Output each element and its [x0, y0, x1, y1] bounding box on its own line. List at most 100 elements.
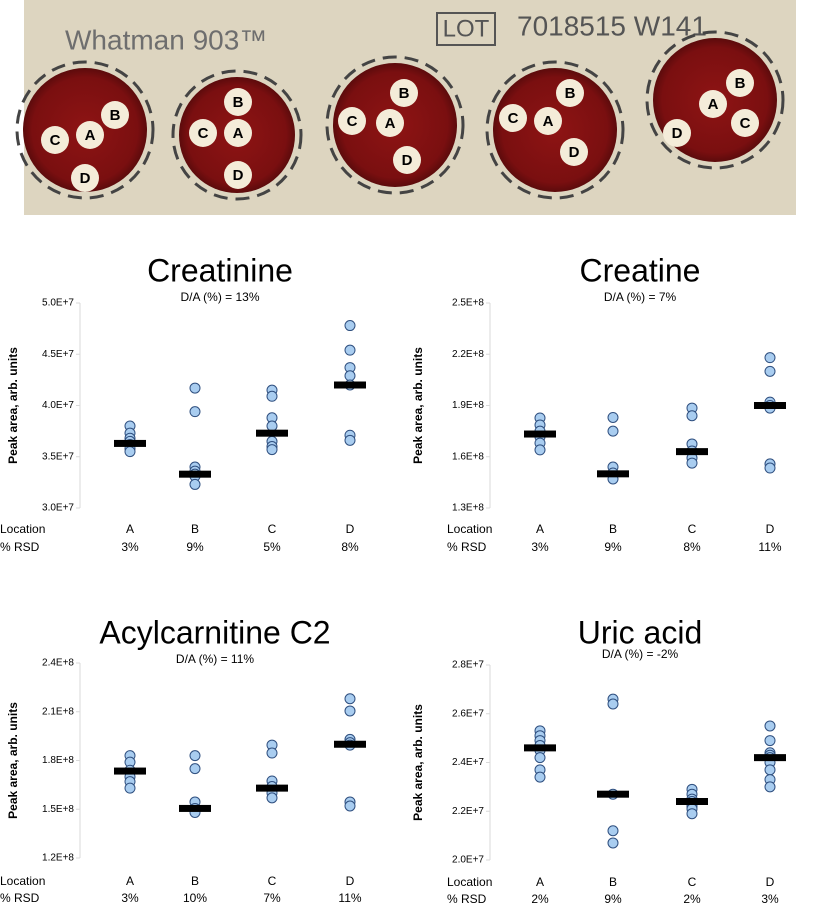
x-tick-label: D: [346, 874, 355, 888]
rsd-label: 2%: [683, 892, 701, 905]
median-bar: [676, 798, 708, 805]
punch-spot: [556, 79, 584, 107]
lot-number: 7018515 W141: [517, 10, 707, 41]
data-point: [764, 720, 776, 732]
row-label: Location: [0, 874, 45, 888]
y-tick-label: 2.1E+8: [42, 706, 74, 717]
y-axis-label: Peak area, arb. units: [6, 347, 20, 464]
chart-subtitle: D/A (%) = 7%: [604, 290, 677, 304]
data-point: [534, 752, 546, 764]
x-tick-label: D: [766, 522, 775, 536]
rsd-label: 5%: [263, 540, 281, 554]
card-outline: [645, 30, 785, 170]
y-axis-label: Peak area, arb. units: [411, 704, 425, 821]
data-point: [764, 781, 776, 793]
y-tick-label: 1.3E+8: [452, 503, 484, 514]
x-tick-label: C: [268, 874, 277, 888]
punch-label: A: [85, 127, 96, 144]
card-outline: [325, 55, 465, 195]
punch-label: D: [569, 144, 580, 161]
y-tick-label: 5.0E+7: [42, 298, 74, 309]
punch-label: A: [708, 96, 719, 113]
punch-label: C: [740, 115, 751, 132]
y-tick-label: 2.4E+7: [452, 757, 484, 768]
row-label: % RSD: [447, 892, 487, 905]
y-tick-label: 2.0E+7: [452, 855, 484, 866]
x-tick-label: B: [609, 875, 617, 889]
brand: Whatman 903™: [65, 24, 267, 55]
y-tick-label: 3.0E+7: [42, 503, 74, 514]
data-point: [189, 382, 201, 394]
punch-spot: [390, 79, 418, 107]
data-point: [686, 410, 698, 422]
punch-label: B: [110, 107, 121, 124]
chart-panel: Creatine D/A (%) = 7% Peak area, arb. unit…: [411, 252, 786, 554]
punch-label: A: [543, 113, 554, 130]
data-point: [344, 693, 356, 705]
punch-spot: [101, 101, 129, 129]
x-tick-label: B: [191, 522, 199, 536]
x-tick-label: A: [536, 522, 544, 536]
row-label: % RSD: [447, 540, 487, 554]
punch-spot: [224, 88, 252, 116]
punch-label: A: [233, 125, 244, 142]
punch-spot: [376, 109, 404, 137]
x-tick-label: B: [609, 522, 617, 536]
data-point: [686, 808, 698, 820]
rsd-label: 9%: [604, 892, 622, 905]
y-tick-label: 1.5E+8: [42, 804, 74, 815]
y-tick-label: 2.2E+7: [452, 806, 484, 817]
punch-spot: [534, 107, 562, 135]
median-bar: [334, 740, 366, 748]
data-point: [764, 352, 776, 364]
data-point: [344, 800, 356, 812]
median-bar: [754, 754, 786, 762]
punch-spot: [699, 90, 727, 118]
data-point: [344, 434, 356, 446]
x-tick-label: D: [766, 875, 775, 889]
rsd-label: 8%: [683, 540, 701, 554]
median-bar: [256, 784, 288, 792]
data-point: [764, 764, 776, 776]
punch-label: C: [347, 113, 358, 130]
chart-panel: Creatinine D/A (%) = 13% Peak area, arb. u…: [0, 252, 366, 554]
median-bar: [334, 381, 366, 389]
punch-label: D: [80, 170, 91, 187]
chart-title: Acylcarnitine C2: [99, 614, 330, 650]
data-point: [764, 462, 776, 474]
punch-label: A: [385, 115, 396, 132]
data-point: [189, 406, 201, 418]
x-tick-label: A: [126, 522, 134, 536]
median-bar: [754, 402, 786, 409]
x-tick-label: D: [346, 522, 355, 536]
median-bar: [524, 744, 556, 752]
punch-spot: [76, 121, 104, 149]
y-tick-label: 1.8E+8: [42, 755, 74, 766]
punch-label: B: [399, 85, 410, 102]
data-point: [686, 457, 698, 469]
punch-spot: [71, 164, 99, 192]
punch-spot: [560, 138, 588, 166]
x-tick-label: A: [536, 875, 544, 889]
rsd-label: 11%: [338, 891, 361, 905]
row-label: % RSD: [0, 891, 40, 905]
y-tick-label: 2.2E+8: [452, 349, 484, 360]
data-point: [266, 792, 278, 804]
rsd-label: 10%: [183, 891, 207, 905]
chart-subtitle: D/A (%) = 13%: [180, 290, 259, 304]
data-point: [344, 705, 356, 717]
punch-label: B: [735, 75, 746, 92]
rsd-label: 11%: [758, 540, 781, 554]
x-tick-label: A: [126, 874, 134, 888]
punch-spot: [189, 119, 217, 147]
data-point: [607, 411, 619, 423]
median-bar: [179, 804, 211, 812]
punch-label: D: [233, 167, 244, 184]
y-tick-label: 1.6E+8: [452, 451, 484, 462]
charts: Creatinine D/A (%) = 13% Peak area, arb. u…: [0, 252, 786, 905]
row-label: Location: [0, 522, 45, 536]
rsd-label: 9%: [604, 540, 622, 554]
median-bar: [597, 790, 629, 798]
